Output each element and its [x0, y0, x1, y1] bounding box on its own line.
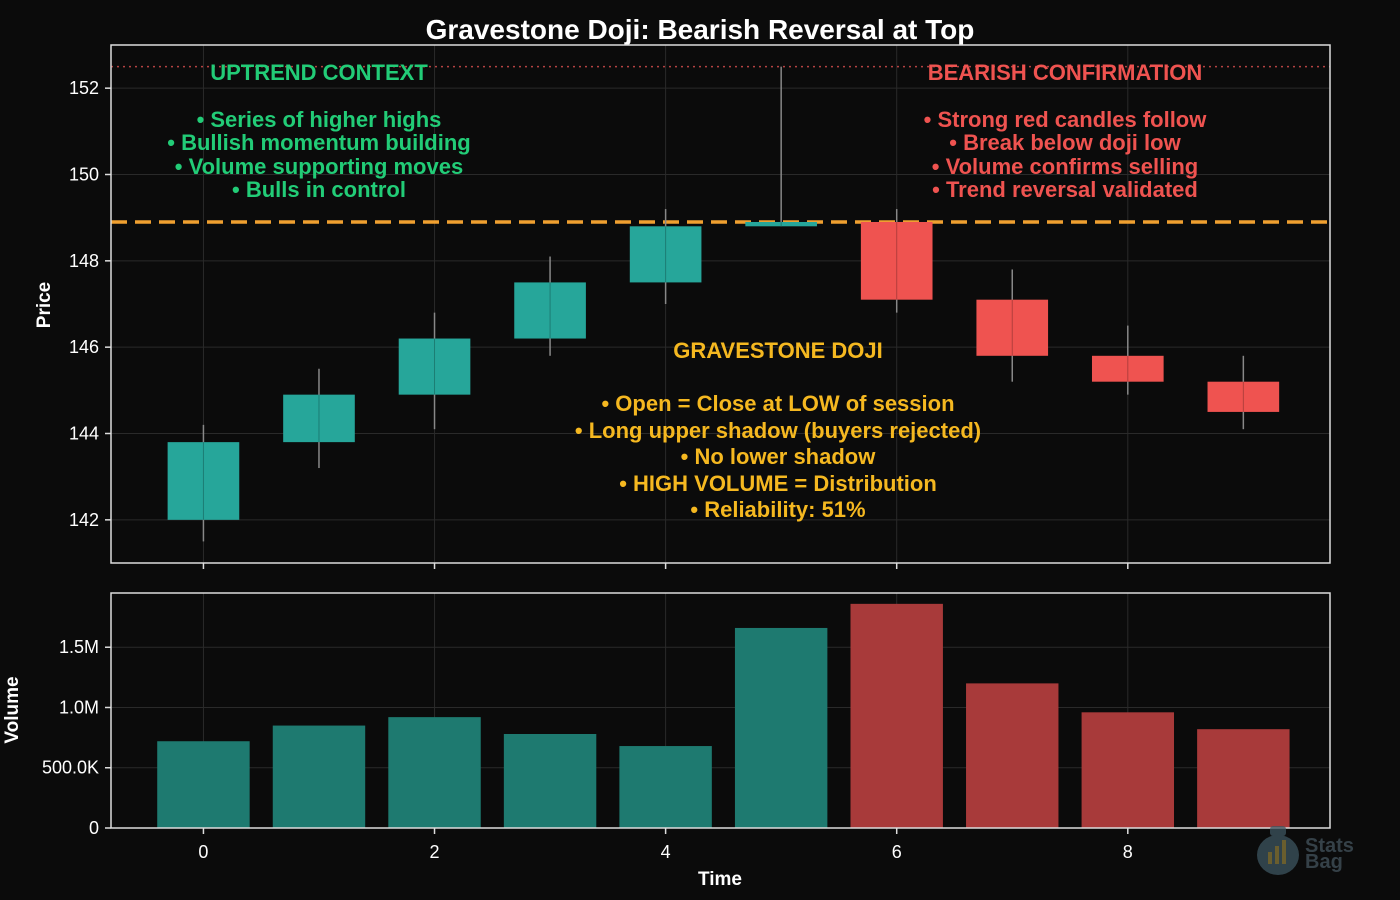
volume-bar: [272, 725, 366, 828]
candle-body: [167, 442, 240, 520]
candle-body: [283, 394, 355, 443]
chart-title: Gravestone Doji: Bearish Reversal at Top: [426, 14, 975, 45]
bearish-line: • Strong red candles follow: [924, 107, 1208, 132]
candle-body: [745, 221, 817, 227]
volume-bars: [157, 603, 1290, 828]
volume-axis-label: Volume: [2, 676, 23, 743]
candle-body: [1091, 355, 1164, 382]
uptrend-line: • Series of higher highs: [197, 107, 442, 132]
price-y-tick-label: 148: [69, 251, 99, 271]
price-panel-frame: [110, 44, 1331, 564]
bearish-line: • Break below doji low: [949, 130, 1181, 155]
volume-bar: [388, 717, 481, 828]
candle-body: [629, 226, 702, 283]
uptrend-title: UPTREND CONTEXT: [210, 60, 428, 85]
x-tick-label: 2: [430, 842, 440, 862]
uptrend-line: • Volume supporting moves: [175, 154, 463, 179]
price-y-tick-label: 152: [69, 78, 99, 98]
uptrend-annotation: UPTREND CONTEXT • Series of higher highs…: [167, 60, 470, 202]
volume-bar: [850, 603, 943, 828]
price-y-tick-label: 146: [69, 337, 99, 357]
candle-body: [514, 282, 586, 339]
volume-bar: [157, 741, 250, 828]
volume-y-tick-label: 1.0M: [59, 697, 99, 717]
watermark: Stats Bag: [1257, 826, 1354, 875]
doji-line: • Long upper shadow (buyers rejected): [575, 418, 981, 443]
candle-body: [860, 221, 933, 300]
price-y-tick-label: 144: [69, 424, 99, 444]
watermark-line2: Bag: [1305, 851, 1343, 873]
volume-bar: [734, 627, 828, 828]
volume-y-tick-label: 500.0K: [42, 758, 99, 778]
volume-y-tick-label: 1.5M: [59, 637, 99, 657]
x-tick-label: 0: [198, 842, 208, 862]
volume-panel: 0 500.0K 1.0M 1.5M 0 2 4 6 8 Volume Time: [2, 592, 1331, 890]
doji-line: • Open = Close at LOW of session: [601, 391, 954, 416]
price-y-tick-label: 150: [69, 165, 99, 185]
price-y-tick-label: 142: [69, 510, 99, 530]
volume-bar: [619, 746, 712, 828]
price-axis-label: Price: [34, 282, 55, 328]
uptrend-line: • Bullish momentum building: [167, 130, 470, 155]
money-bag-icon: [1257, 826, 1299, 875]
bearish-line: • Trend reversal validated: [932, 177, 1198, 202]
doji-annotation: GRAVESTONE DOJI • Open = Close at LOW of…: [575, 338, 981, 522]
price-panel: 142 144 146 148 150 152 Price UPTREND CONTEXT…: [34, 44, 1331, 569]
x-tick-label: 8: [1123, 842, 1133, 862]
price-y-ticks: 142 144 146 148 150 152: [69, 78, 111, 530]
volume-bar: [966, 683, 1059, 828]
price-panel-bg: [111, 45, 1330, 563]
x-axis-label: Time: [698, 869, 742, 890]
candle-body: [1207, 381, 1280, 412]
x-tick-label: 4: [661, 842, 671, 862]
uptrend-line: • Bulls in control: [232, 177, 406, 202]
price-reference-lines: [111, 65, 1330, 224]
bearish-line: • Volume confirms selling: [932, 154, 1198, 179]
candles: [167, 66, 1280, 542]
volume-y-tick-label: 0: [89, 818, 99, 838]
doji-line: • HIGH VOLUME = Distribution: [619, 471, 937, 496]
volume-bar: [1081, 712, 1175, 828]
volume-x-ticks: 0 2 4 6 8: [198, 828, 1133, 862]
doji-line: • Reliability: 51%: [690, 497, 865, 522]
bearish-title: BEARISH CONFIRMATION: [928, 60, 1203, 85]
x-tick-label: 6: [892, 842, 902, 862]
volume-bar: [1197, 729, 1290, 828]
volume-bar: [503, 734, 597, 828]
candle-body: [976, 299, 1049, 356]
doji-line: • No lower shadow: [681, 444, 877, 469]
doji-title: GRAVESTONE DOJI: [673, 338, 882, 363]
watermark-line1: Stats: [1305, 835, 1354, 857]
price-x-ticks: [202, 563, 1129, 569]
volume-y-ticks: 0 500.0K 1.0M 1.5M: [42, 637, 111, 838]
volume-panel-frame: [110, 592, 1331, 829]
bearish-annotation: BEARISH CONFIRMATION • Strong red candle…: [924, 60, 1208, 202]
candle-body: [398, 338, 471, 395]
